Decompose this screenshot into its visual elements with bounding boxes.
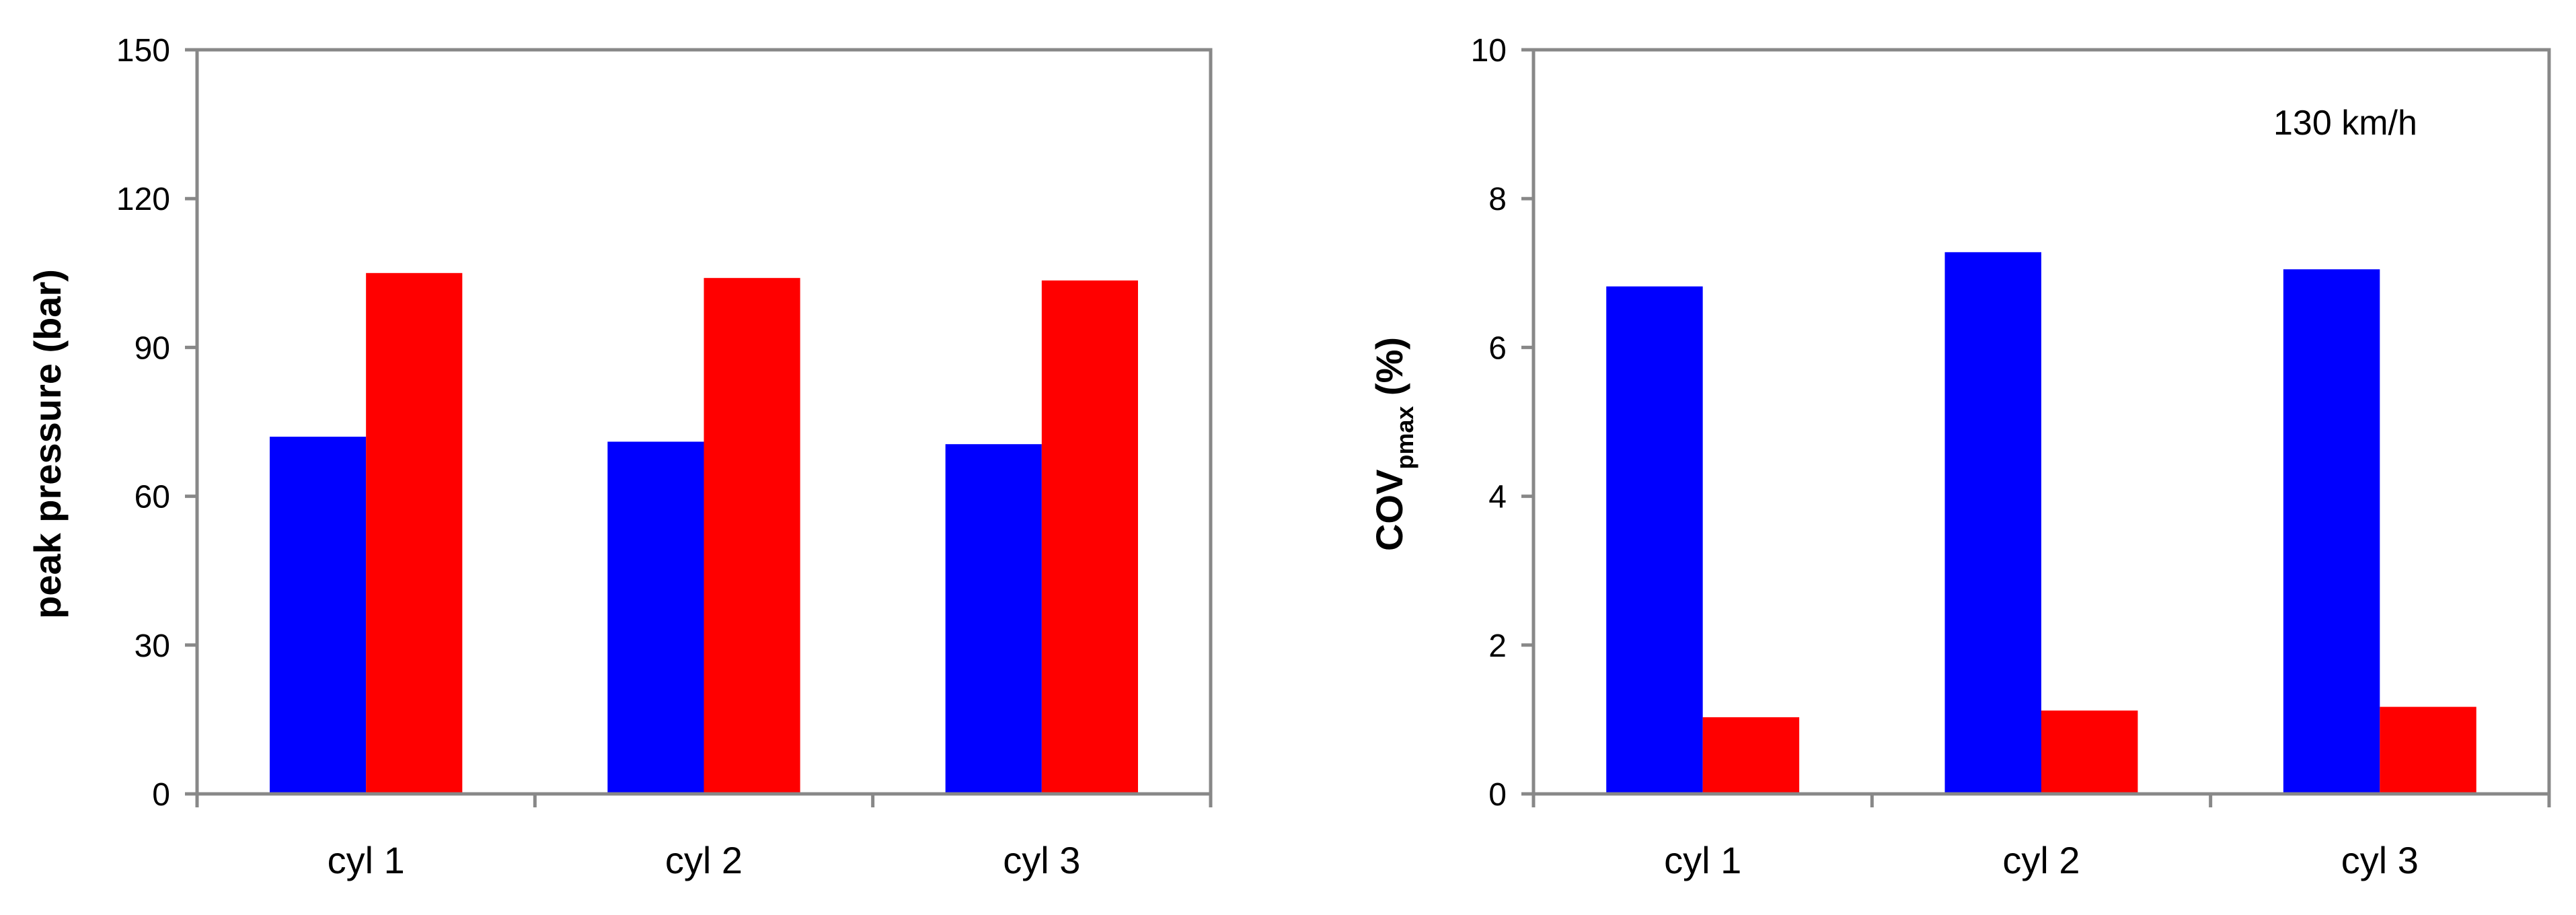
x-tick-label: cyl 3 (1003, 839, 1080, 881)
y-tick-label: 4 (1488, 480, 1507, 515)
y-tick-label: 10 (1471, 33, 1507, 69)
plot-frame (195, 48, 1213, 796)
x-tick-label: cyl 3 (2341, 839, 2419, 881)
bar-cyl2-series-a (1944, 252, 2041, 794)
y-tick-label: 8 (1488, 182, 1507, 217)
bar-cyl3-series-b (2380, 706, 2476, 794)
y-tick-label: 0 (1488, 777, 1507, 813)
y-tick-label: 0 (152, 777, 170, 813)
speed-annotation: 130 km/h (2273, 104, 2417, 143)
bar-cyl1-series-a (270, 437, 367, 794)
bar-cyl2-series-b (2041, 710, 2138, 794)
y-tick-label: 90 (135, 330, 170, 366)
y-tick-label: 6 (1488, 330, 1507, 366)
y-axis-label: COVpmax (%) (1368, 337, 1418, 551)
y-tick-label: 150 (116, 33, 170, 69)
bar-cyl1-series-b (1702, 717, 1800, 794)
bar-cyl2-series-a (607, 441, 704, 794)
bar-cyl1-series-a (1606, 286, 1703, 794)
x-tick-label: cyl 1 (328, 839, 405, 881)
plot-frame (1531, 48, 2551, 796)
y-axis-label: peak pressure (bar) (26, 269, 69, 619)
x-tick-label: cyl 2 (665, 839, 743, 881)
y-tick-label: 2 (1488, 628, 1507, 664)
x-tick-label: cyl 1 (1664, 839, 1741, 881)
bar-cyl3-series-b (1041, 280, 1138, 794)
peak-pressure-chart: peak pressure (bar) 0 30 60 90 120 150 cyl 1 cy… (26, 33, 1213, 881)
x-tick-label: cyl 2 (2002, 839, 2080, 881)
cov-pmax-chart: COVpmax (%) 130 km/h 0 2 4 6 8 10 cyl 1 cyl 2 cy… (1368, 33, 2551, 881)
bar-cyl3-series-a (2283, 269, 2380, 794)
bar-cyl2-series-b (704, 278, 800, 794)
y-tick-label: 60 (135, 480, 170, 515)
bar-cyl1-series-b (366, 272, 463, 794)
bar-cyl3-series-a (945, 444, 1042, 794)
y-tick-label: 120 (116, 182, 170, 217)
y-tick-label: 30 (135, 628, 170, 664)
